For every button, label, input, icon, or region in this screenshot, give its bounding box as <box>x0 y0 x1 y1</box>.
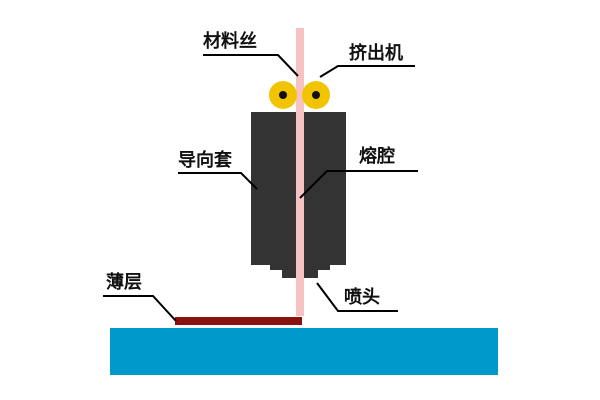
nozzle-leader-line <box>316 282 398 312</box>
melt-chamber-label: 熔腔 <box>359 145 395 167</box>
filament-label: 材料丝 <box>203 30 257 52</box>
melt-chamber-leader-line <box>299 170 418 199</box>
extruder-leader-line <box>319 65 415 78</box>
deposited-layer <box>175 317 302 325</box>
melt-chamber-body <box>304 112 346 278</box>
build-platform <box>110 328 498 375</box>
guide-sleeve-leader-line <box>178 172 258 190</box>
layer-label: 薄层 <box>106 272 142 293</box>
guide-sleeve-body <box>251 112 296 278</box>
extruder-roller-left <box>269 81 297 109</box>
nozzle-label: 喷头 <box>344 287 380 308</box>
filament-leader-line <box>203 54 299 77</box>
extruder-label: 挤出机 <box>349 42 403 64</box>
guide-sleeve-label: 导向套 <box>178 149 232 171</box>
layer-leader-line <box>103 295 177 322</box>
filament <box>296 28 304 316</box>
extruder-roller-right <box>302 81 330 109</box>
